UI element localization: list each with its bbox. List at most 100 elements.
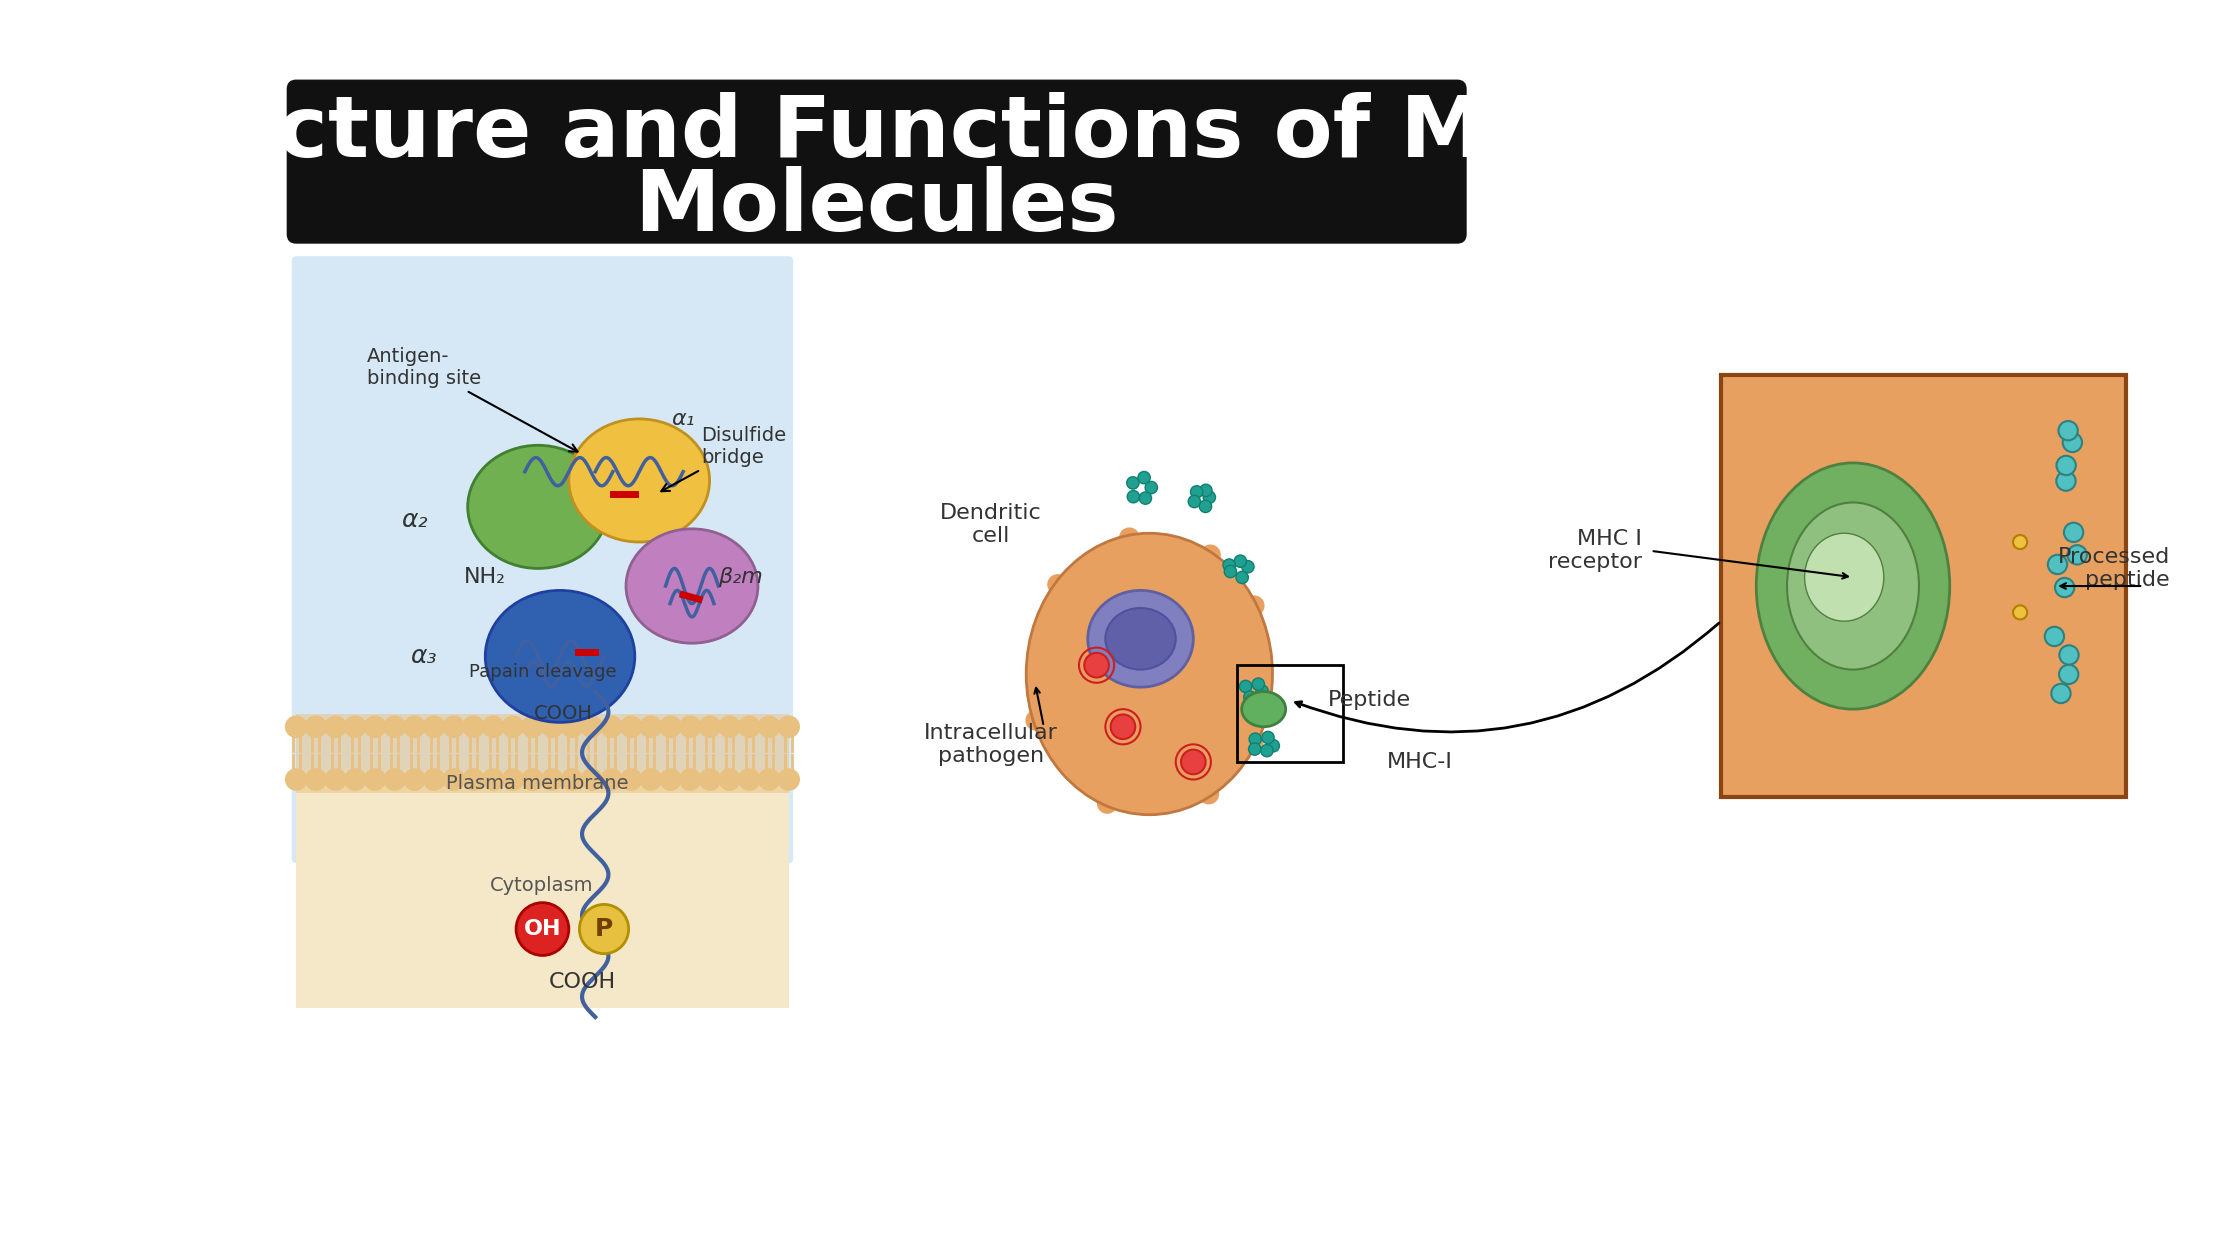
Text: Cytoplasm: Cytoplasm	[491, 876, 594, 895]
Circle shape	[403, 716, 426, 737]
Text: OH: OH	[524, 919, 562, 939]
Circle shape	[2014, 605, 2027, 620]
Circle shape	[580, 769, 603, 790]
FancyArrowPatch shape	[1201, 554, 1210, 573]
Text: Plasma membrane: Plasma membrane	[446, 775, 627, 794]
Circle shape	[502, 716, 524, 737]
Circle shape	[1127, 490, 1140, 503]
Circle shape	[1261, 745, 1272, 757]
Circle shape	[600, 716, 623, 737]
Text: Structure and Functions of MHC I: Structure and Functions of MHC I	[69, 92, 1684, 175]
Circle shape	[1236, 571, 1248, 583]
Circle shape	[482, 769, 504, 790]
FancyArrowPatch shape	[1236, 606, 1254, 616]
Ellipse shape	[1241, 692, 1286, 727]
Circle shape	[423, 716, 446, 737]
Ellipse shape	[1805, 533, 1884, 621]
Circle shape	[562, 769, 582, 790]
Circle shape	[1138, 471, 1151, 484]
Bar	[296, 713, 788, 793]
Circle shape	[2047, 554, 2068, 575]
Circle shape	[1187, 495, 1201, 508]
Circle shape	[699, 716, 721, 737]
Circle shape	[502, 769, 524, 790]
Text: α₂: α₂	[401, 508, 428, 532]
Circle shape	[2056, 471, 2076, 491]
Circle shape	[1223, 559, 1234, 571]
Circle shape	[1241, 561, 1254, 573]
Circle shape	[2059, 645, 2079, 664]
Circle shape	[1225, 566, 1236, 577]
Circle shape	[2014, 536, 2027, 549]
Circle shape	[2068, 546, 2088, 564]
Circle shape	[600, 769, 623, 790]
Ellipse shape	[1756, 462, 1949, 709]
Text: β₂m: β₂m	[719, 567, 764, 587]
Circle shape	[719, 769, 739, 790]
Circle shape	[1257, 685, 1268, 697]
Circle shape	[2063, 432, 2081, 452]
Text: NH₂: NH₂	[464, 567, 506, 587]
Circle shape	[739, 716, 759, 737]
Circle shape	[759, 769, 780, 790]
Circle shape	[1234, 556, 1245, 567]
Text: Molecules: Molecules	[634, 166, 1120, 249]
Circle shape	[383, 716, 405, 737]
Circle shape	[383, 769, 405, 790]
Text: MHC I
receptor: MHC I receptor	[1548, 529, 1642, 572]
Circle shape	[1145, 481, 1158, 494]
Circle shape	[305, 769, 327, 790]
Circle shape	[287, 769, 307, 790]
FancyArrowPatch shape	[1035, 713, 1055, 721]
Text: Processed
peptide: Processed peptide	[2056, 547, 2171, 590]
Circle shape	[1268, 740, 1279, 752]
Circle shape	[777, 716, 800, 737]
Circle shape	[679, 769, 701, 790]
Circle shape	[287, 716, 307, 737]
FancyArrowPatch shape	[1057, 585, 1073, 598]
Circle shape	[759, 716, 780, 737]
Circle shape	[522, 716, 542, 737]
Circle shape	[444, 716, 464, 737]
Ellipse shape	[1788, 503, 1920, 669]
Circle shape	[739, 769, 759, 790]
Text: Peptide: Peptide	[1328, 690, 1411, 711]
Circle shape	[580, 716, 603, 737]
Circle shape	[2054, 578, 2074, 597]
Circle shape	[423, 769, 446, 790]
Circle shape	[403, 769, 426, 790]
Text: COOH: COOH	[533, 704, 594, 723]
Ellipse shape	[1104, 609, 1176, 669]
Circle shape	[777, 769, 800, 790]
Circle shape	[1261, 731, 1275, 743]
Circle shape	[1140, 491, 1151, 504]
Bar	[1236, 665, 1342, 762]
Circle shape	[1250, 733, 1261, 746]
Circle shape	[620, 769, 641, 790]
Ellipse shape	[1026, 533, 1272, 815]
Circle shape	[1111, 714, 1136, 740]
Circle shape	[444, 769, 464, 790]
Circle shape	[365, 769, 385, 790]
Circle shape	[1189, 485, 1203, 498]
FancyArrowPatch shape	[1129, 538, 1133, 558]
Text: COOH: COOH	[549, 971, 616, 992]
Text: Antigen-
binding site: Antigen- binding site	[367, 346, 578, 451]
Text: MHC-I: MHC-I	[1387, 752, 1454, 772]
Circle shape	[2045, 626, 2063, 646]
Circle shape	[305, 716, 327, 737]
Circle shape	[699, 769, 721, 790]
Circle shape	[719, 716, 739, 737]
Text: α₃: α₃	[410, 644, 437, 668]
Circle shape	[325, 716, 347, 737]
Circle shape	[641, 769, 661, 790]
Circle shape	[1248, 743, 1261, 755]
Circle shape	[542, 769, 562, 790]
Circle shape	[365, 716, 385, 737]
Circle shape	[482, 716, 504, 737]
FancyArrowPatch shape	[1234, 733, 1252, 743]
Circle shape	[542, 716, 562, 737]
Bar	[296, 771, 788, 1008]
Circle shape	[1243, 690, 1257, 703]
Circle shape	[1084, 653, 1109, 678]
